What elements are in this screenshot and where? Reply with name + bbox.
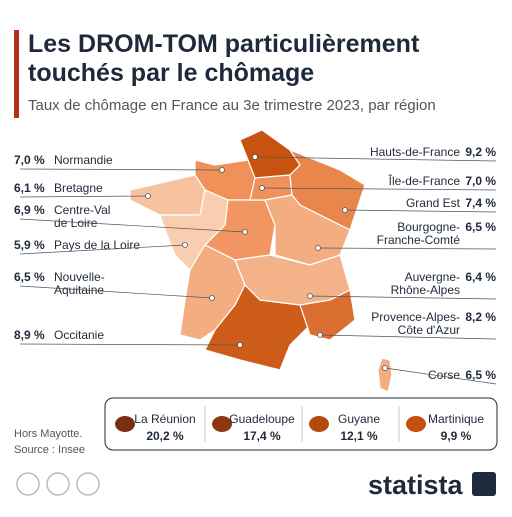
leader-dot [315, 245, 321, 251]
leader [261, 187, 497, 191]
accent-bar [14, 30, 19, 118]
region-value: 6,5 % [465, 220, 496, 234]
territory-shape [406, 416, 426, 432]
territory-name: La Réunion [134, 412, 195, 426]
region-name: Auvergne- [405, 270, 460, 284]
source: Source : Insee [14, 444, 85, 456]
leader [309, 295, 497, 300]
region-value: 7,0 % [14, 153, 45, 167]
leader [384, 367, 497, 385]
subtitle: Taux de chômage en France au 3e trimestr… [28, 97, 436, 114]
region-name: Île-de-France [388, 173, 461, 188]
title: Les DROM-TOM particulièrement [28, 30, 420, 58]
leader [19, 218, 246, 233]
region-name: Bourgogne- [397, 220, 460, 234]
territory-shape [309, 416, 329, 432]
region-name: Centre-Val [54, 203, 110, 217]
leader-dot [342, 207, 348, 213]
leader-dot [317, 332, 323, 338]
region-value: 8,2 % [465, 310, 496, 324]
region-name: Franche-Comté [377, 233, 461, 247]
leader [19, 285, 213, 299]
region [377, 357, 393, 393]
region-name: Grand Est [406, 196, 461, 210]
license-icons [16, 472, 100, 496]
territory-shape [212, 416, 232, 432]
territory-shape [115, 416, 135, 432]
leader-dot [145, 193, 151, 199]
territory-name: Guadeloupe [229, 412, 295, 426]
region-name: Hauts-de-France [370, 145, 460, 159]
map [129, 129, 393, 393]
brand: statista [368, 470, 464, 500]
leader [344, 209, 497, 213]
territory-value: 17,4 % [243, 429, 281, 443]
overseas-box [104, 397, 498, 451]
territory-value: 20,2 % [146, 429, 184, 443]
leader-dot [259, 185, 265, 191]
region-name: Corse [428, 368, 460, 382]
leader [319, 334, 497, 340]
region-value: 6,9 % [14, 203, 45, 217]
region-value: 7,4 % [465, 196, 496, 210]
note: Hors Mayotte. [14, 428, 82, 440]
region-value: 8,9 % [14, 328, 45, 342]
leader-dot [237, 342, 243, 348]
region-value: 6,5 % [465, 368, 496, 382]
territory-value: 9,9 % [441, 429, 472, 443]
leader [19, 195, 149, 198]
region-value: 6,1 % [14, 181, 45, 195]
region-value: 5,9 % [14, 238, 45, 252]
region-name: Bretagne [54, 181, 103, 195]
region-value: 6,4 % [465, 270, 496, 284]
region-name: Occitanie [54, 328, 104, 342]
region-value: 6,5 % [14, 270, 45, 284]
leader-dot [382, 365, 388, 371]
leader-dot [209, 295, 215, 301]
region-name: Rhône-Alpes [391, 283, 460, 297]
leader [254, 156, 497, 162]
brand-icon [472, 472, 496, 496]
leader-dot [242, 229, 248, 235]
territory-name: Guyane [338, 412, 380, 426]
territory-name: Martinique [428, 412, 484, 426]
leader [19, 244, 186, 255]
region [129, 174, 206, 216]
territory-value: 12,1 % [340, 429, 378, 443]
region-name: Provence-Alpes- [371, 310, 460, 324]
leader-dot [252, 154, 258, 160]
region [264, 194, 351, 266]
region-name: de Loire [54, 216, 98, 230]
title: touchés par le chômage [28, 59, 314, 87]
leader-dot [219, 167, 225, 173]
region-name: Nouvelle- [54, 270, 105, 284]
leader-dot [307, 293, 313, 299]
region [159, 189, 229, 271]
leader [317, 247, 497, 250]
region-name: Normandie [54, 153, 113, 167]
region [299, 289, 356, 341]
leader [19, 168, 223, 171]
region-name: Côte d'Azur [398, 323, 460, 337]
region-value: 7,0 % [465, 174, 496, 188]
leader [19, 343, 241, 346]
leader-dot [182, 242, 188, 248]
region-value: 9,2 % [465, 145, 496, 159]
